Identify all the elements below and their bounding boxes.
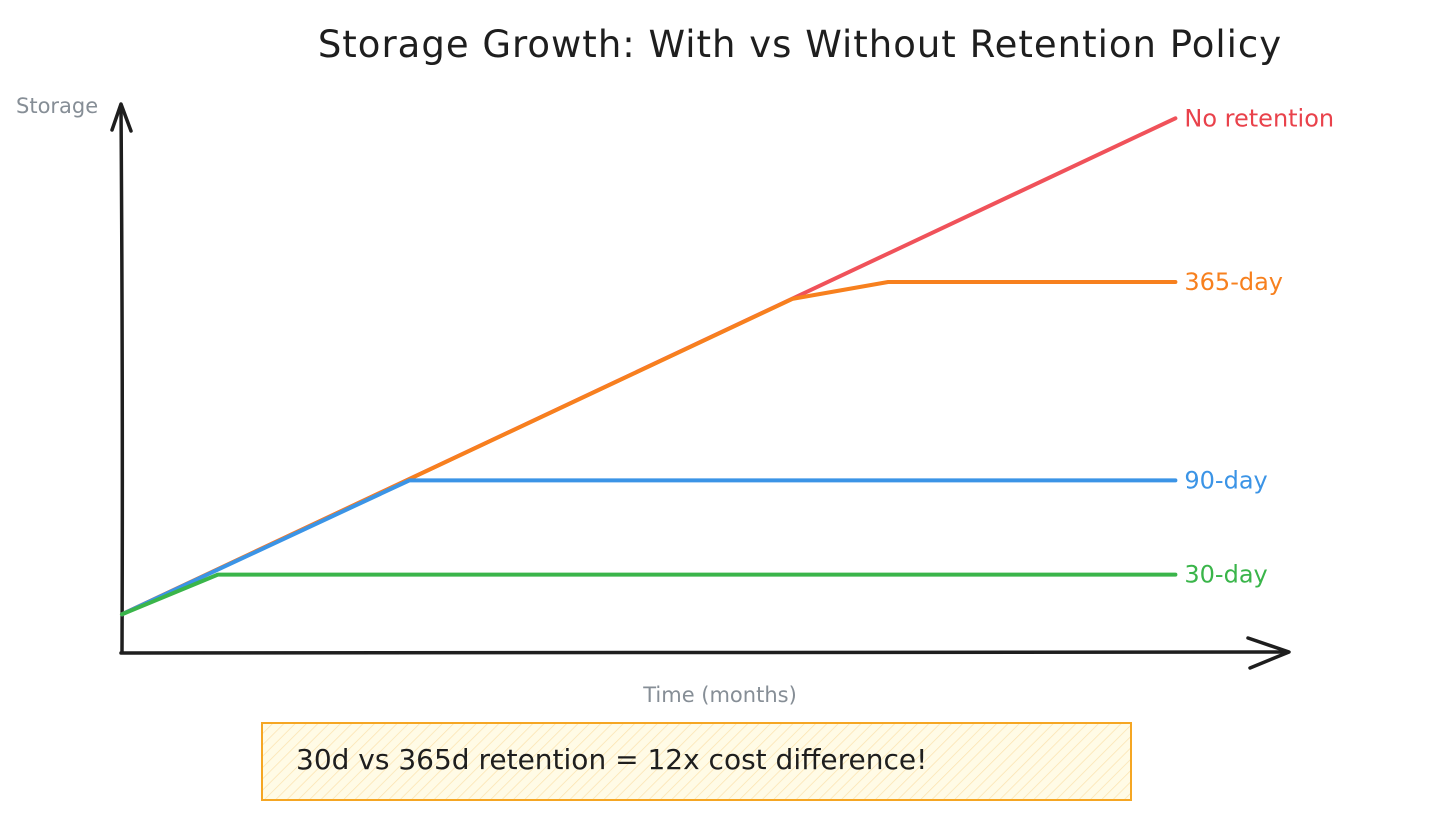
x-axis bbox=[119, 636, 1291, 670]
series-line-365-day bbox=[120, 280, 1178, 617]
series-label-no-retention: No retention bbox=[1184, 104, 1334, 132]
callout-background bbox=[261, 722, 1132, 801]
series-line-30-day bbox=[120, 572, 1178, 617]
series-line-90-day bbox=[120, 478, 1178, 617]
series-layer: No retention 365-day 90-day 30-day bbox=[120, 104, 1334, 617]
callout-box: 30d vs 365d retention = 12x cost differe… bbox=[261, 722, 1132, 801]
y-axis bbox=[110, 102, 133, 654]
x-axis-label: Time (months) bbox=[642, 683, 797, 707]
y-axis-label: Storage bbox=[16, 94, 98, 118]
series-label-365-day: 365-day bbox=[1184, 268, 1283, 296]
series-label-90-day: 90-day bbox=[1184, 466, 1267, 494]
series-label-30-day: 30-day bbox=[1184, 561, 1267, 589]
chart-title: Storage Growth: With vs Without Retentio… bbox=[318, 23, 1282, 66]
callout-text: 30d vs 365d retention = 12x cost differe… bbox=[296, 743, 927, 776]
